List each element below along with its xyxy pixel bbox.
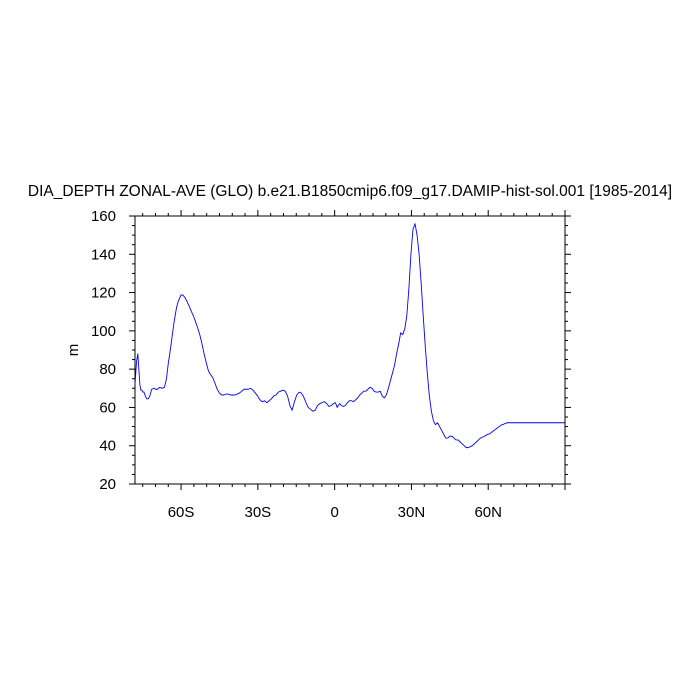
y-tick-label: 140 [91,246,116,263]
x-tick-label: 60S [168,504,195,521]
series-layer [134,223,565,449]
plot-frame [134,215,566,485]
y-axis-ticks: 20 40 60 80 100 120 140 160 [91,208,571,493]
x-tick-label: 30S [245,504,272,521]
y-tick-label: 120 [91,285,116,302]
y-tick-label: 20 [99,476,116,493]
x-tick-label: 60N [474,504,502,521]
y-tick-label: 80 [99,361,116,378]
y-tick-label: 40 [99,438,116,455]
x-axis-ticks: 60S 30S 0 30N 60N [142,210,566,521]
x-tick-label: 0 [330,504,338,521]
y-tick-label: 100 [91,323,116,340]
y-axis-label: m [65,344,82,357]
x-tick-label: 30N [398,504,426,521]
series-line [134,223,565,449]
y-tick-label: 160 [91,208,116,225]
plot-border [134,215,566,485]
chart-title: DIA_DEPTH ZONAL-AVE (GLO) b.e21.B1850cmi… [28,183,672,200]
y-tick-label: 60 [99,399,116,416]
